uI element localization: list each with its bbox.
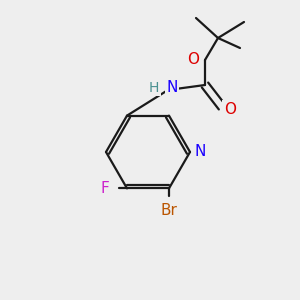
- Text: O: O: [187, 52, 199, 68]
- Text: O: O: [224, 101, 236, 116]
- Text: F: F: [100, 181, 109, 196]
- Text: H: H: [149, 81, 159, 95]
- Text: Br: Br: [160, 203, 177, 218]
- Text: N: N: [166, 80, 178, 95]
- Text: N: N: [194, 145, 206, 160]
